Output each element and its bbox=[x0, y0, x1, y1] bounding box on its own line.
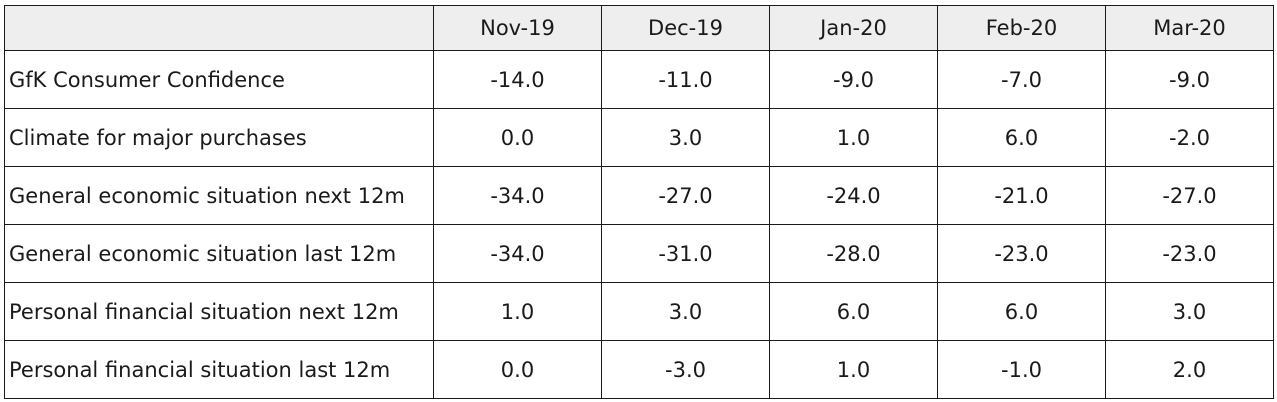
table-cell: -27.0 bbox=[1105, 166, 1274, 225]
table-cell: 3.0 bbox=[601, 108, 770, 167]
column-header: Nov-19 bbox=[433, 5, 602, 51]
column-header: Jan-20 bbox=[769, 5, 938, 51]
table-cell: 1.0 bbox=[433, 282, 602, 341]
table-cell: -11.0 bbox=[601, 50, 770, 109]
table-cell: -9.0 bbox=[1105, 50, 1274, 109]
row-label: Personal financial situation last 12m bbox=[4, 340, 434, 399]
table-row: General economic situation last 12m -34.… bbox=[4, 224, 1274, 283]
table-cell: 1.0 bbox=[769, 340, 938, 399]
table-cell: 2.0 bbox=[1105, 340, 1274, 399]
row-label: Climate for major purchases bbox=[4, 108, 434, 167]
row-label: Personal financial situation next 12m bbox=[4, 282, 434, 341]
table-cell: -14.0 bbox=[433, 50, 602, 109]
row-label: GfK Consumer Confidence bbox=[4, 50, 434, 109]
row-label: General economic situation last 12m bbox=[4, 224, 434, 283]
table-cell: -31.0 bbox=[601, 224, 770, 283]
table-cell: -24.0 bbox=[769, 166, 938, 225]
table-cell: 3.0 bbox=[1105, 282, 1274, 341]
column-header: Mar-20 bbox=[1105, 5, 1274, 51]
table-cell: -7.0 bbox=[937, 50, 1106, 109]
row-label: General economic situation next 12m bbox=[4, 166, 434, 225]
table-cell: -27.0 bbox=[601, 166, 770, 225]
table-cell: -2.0 bbox=[1105, 108, 1274, 167]
table-cell: 6.0 bbox=[937, 108, 1106, 167]
table-row: Climate for major purchases 0.0 3.0 1.0 … bbox=[4, 108, 1274, 167]
table-cell: 0.0 bbox=[433, 340, 602, 399]
table-cell: -34.0 bbox=[433, 166, 602, 225]
table-row: Personal financial situation last 12m 0.… bbox=[4, 340, 1274, 399]
table-cell: -1.0 bbox=[937, 340, 1106, 399]
table-cell: -9.0 bbox=[769, 50, 938, 109]
table-cell: -21.0 bbox=[937, 166, 1106, 225]
column-header: Dec-19 bbox=[601, 5, 770, 51]
header-row: Nov-19 Dec-19 Jan-20 Feb-20 Mar-20 bbox=[4, 5, 1274, 51]
table-cell: 6.0 bbox=[937, 282, 1106, 341]
table-cell: -3.0 bbox=[601, 340, 770, 399]
table-cell: 0.0 bbox=[433, 108, 602, 167]
gfk-consumer-confidence-table: Nov-19 Dec-19 Jan-20 Feb-20 Mar-20 GfK C… bbox=[4, 5, 1274, 399]
table-row: General economic situation next 12m -34.… bbox=[4, 166, 1274, 225]
table-cell: -28.0 bbox=[769, 224, 938, 283]
table-cell: -34.0 bbox=[433, 224, 602, 283]
table-cell: -23.0 bbox=[1105, 224, 1274, 283]
table-row: Personal financial situation next 12m 1.… bbox=[4, 282, 1274, 341]
table-row: GfK Consumer Confidence -14.0 -11.0 -9.0… bbox=[4, 50, 1274, 109]
header-corner-cell bbox=[4, 5, 434, 51]
table-cell: 1.0 bbox=[769, 108, 938, 167]
table-cell: 3.0 bbox=[601, 282, 770, 341]
table-cell: 6.0 bbox=[769, 282, 938, 341]
column-header: Feb-20 bbox=[937, 5, 1106, 51]
table-cell: -23.0 bbox=[937, 224, 1106, 283]
